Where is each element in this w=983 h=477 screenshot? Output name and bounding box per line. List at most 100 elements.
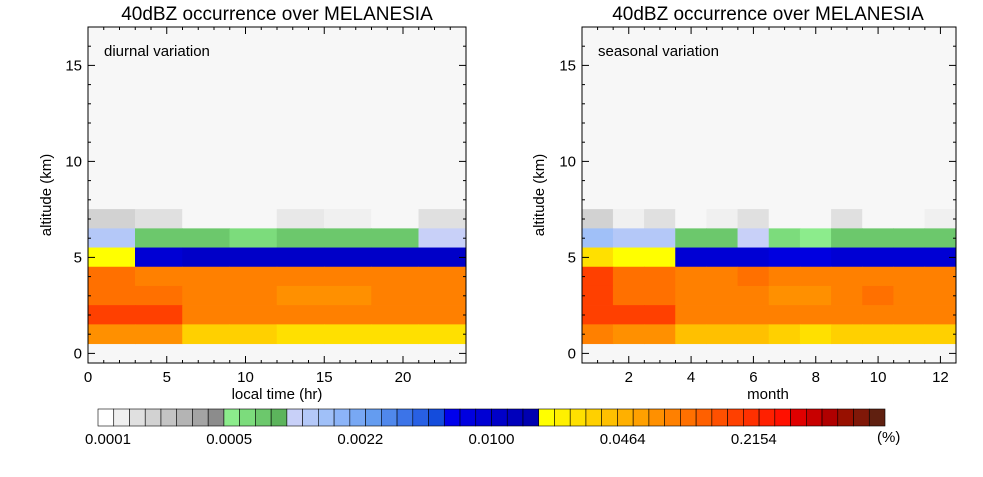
right-heatmap-cell	[675, 285, 707, 306]
colorbar-segment	[743, 408, 760, 427]
colorbar-segment	[286, 408, 303, 427]
colorbar-tick-labels: 0.0001 0.0005 0.0022 0.0100 0.0464 0.2154	[85, 431, 777, 448]
right-heatmap-cell	[706, 305, 739, 325]
right-heatmap-cell	[706, 285, 739, 306]
colorbar-segment	[522, 408, 540, 427]
colorbar-segment	[868, 408, 886, 427]
colorbar-unit: (%)	[877, 429, 900, 446]
right-heatmap-cell	[675, 324, 707, 345]
right-heatmap-cell	[675, 305, 707, 325]
right-heatmap-cell	[644, 305, 676, 325]
left-xtick-label: 15	[316, 369, 333, 386]
left-heatmap-cell	[182, 305, 230, 325]
colorbar-segment	[837, 408, 854, 427]
right-heatmap-cell	[737, 209, 770, 229]
left-heatmap-cell	[87, 324, 136, 345]
colorbar-segment	[255, 408, 272, 427]
left-heatmap-cell	[276, 324, 325, 345]
left-heatmap-cell	[418, 228, 467, 249]
right-heatmap-cell	[581, 266, 614, 287]
seasonal-panel: 40dBZ occurrence over MELANESIA 2 4 6 8 10 12…	[531, 4, 957, 403]
left-heatmap-cell	[276, 285, 325, 306]
left-heatmap-cell	[135, 228, 183, 249]
left-heatmap-cell	[182, 266, 230, 287]
left-heatmap-cell	[324, 324, 372, 345]
left-heatmap-cell	[182, 324, 230, 345]
right-heatmap-cell	[862, 324, 894, 345]
colorbar-segment	[617, 408, 634, 427]
right-heatmap-cell	[831, 266, 863, 287]
left-heatmap-cell	[182, 228, 230, 249]
left-heatmap-cell	[135, 247, 183, 268]
left-ytick-label: 15	[65, 57, 82, 74]
colorbar: 0.0001 0.0005 0.0022 0.0100 0.0464 0.2154 (%)	[85, 408, 900, 448]
right-heatmap-cell	[924, 305, 957, 325]
right-heatmap-cell	[799, 285, 832, 306]
left-heatmap-cell	[135, 305, 183, 325]
left-heatmap-cell	[87, 228, 136, 249]
left-heatmap-cell	[276, 228, 325, 249]
left-heatmap-cell	[418, 285, 467, 306]
right-heatmap-cell	[581, 285, 614, 306]
colorbar-segment	[381, 408, 398, 427]
left-heatmap-cell	[87, 247, 136, 268]
right-heatmap-cell	[799, 324, 832, 345]
left-heatmap-cell	[135, 209, 183, 229]
left-heatmap-cell	[371, 209, 419, 229]
right-xtick-label: 10	[870, 369, 887, 386]
left-heatmap-cell	[229, 266, 278, 287]
left-heatmap-cell	[324, 285, 372, 306]
right-heatmap-cell	[612, 324, 645, 345]
left-heatmap-cell	[276, 209, 325, 229]
left-heatmap-cell	[229, 324, 278, 345]
colorbar-segment	[396, 408, 414, 427]
colorbar-segment	[585, 408, 602, 427]
colorbar-segment	[459, 408, 477, 427]
left-heatmap-cell	[87, 285, 136, 306]
colorbar-segment	[774, 408, 791, 427]
left-heatmap-cell	[371, 266, 419, 287]
right-heatmap-cell	[831, 247, 863, 268]
colorbar-tick-label: 0.0022	[337, 431, 383, 448]
right-heatmap-cell	[799, 266, 832, 287]
left-heatmap-cell	[229, 228, 278, 249]
right-ytick-label: 0	[568, 345, 576, 362]
right-chart-title: 40dBZ occurrence over MELANESIA	[612, 4, 924, 25]
colorbar-segment	[192, 408, 209, 427]
right-heatmap-cell	[768, 324, 801, 345]
colorbar-segment	[758, 408, 776, 427]
left-xtick-label: 20	[395, 369, 412, 386]
right-heatmap-cell	[768, 228, 801, 249]
right-annotation: seasonal variation	[598, 43, 719, 60]
right-heatmap-cell	[799, 209, 832, 229]
colorbar-segment	[412, 408, 429, 427]
colorbar-segment	[727, 408, 744, 427]
left-heatmap-cell	[276, 305, 325, 325]
left-heatmap-cell	[418, 324, 467, 345]
left-xtick-label: 0	[84, 369, 92, 386]
right-heatmap-cell	[893, 285, 926, 306]
right-heatmap-cell	[675, 266, 707, 287]
right-heatmap-cell	[768, 305, 801, 325]
colorbar-tick-label: 0.0005	[206, 431, 252, 448]
colorbar-tick-label: 0.2154	[731, 431, 777, 448]
left-heatmap-cell	[324, 247, 372, 268]
right-heatmap-cell	[799, 247, 832, 268]
left-heatmap-cell	[324, 209, 372, 229]
left-heatmap-cell	[371, 228, 419, 249]
right-heatmap-cell	[862, 247, 894, 268]
right-heatmap-cell	[644, 209, 676, 229]
right-heatmap-cell	[581, 324, 614, 345]
left-ytick-label: 10	[65, 153, 82, 170]
left-chart-title: 40dBZ occurrence over MELANESIA	[121, 4, 433, 25]
left-heatmap-cell	[229, 285, 278, 306]
colorbar-segment	[365, 408, 382, 427]
right-heatmap-cell	[706, 247, 739, 268]
right-heatmap-cell	[737, 285, 770, 306]
colorbar-segment	[853, 408, 870, 427]
colorbar-segments	[97, 408, 886, 427]
left-ytick-label: 0	[74, 345, 82, 362]
right-xtick-label: 4	[687, 369, 695, 386]
right-heatmap-cell	[737, 305, 770, 325]
right-heatmap-cell	[862, 266, 894, 287]
